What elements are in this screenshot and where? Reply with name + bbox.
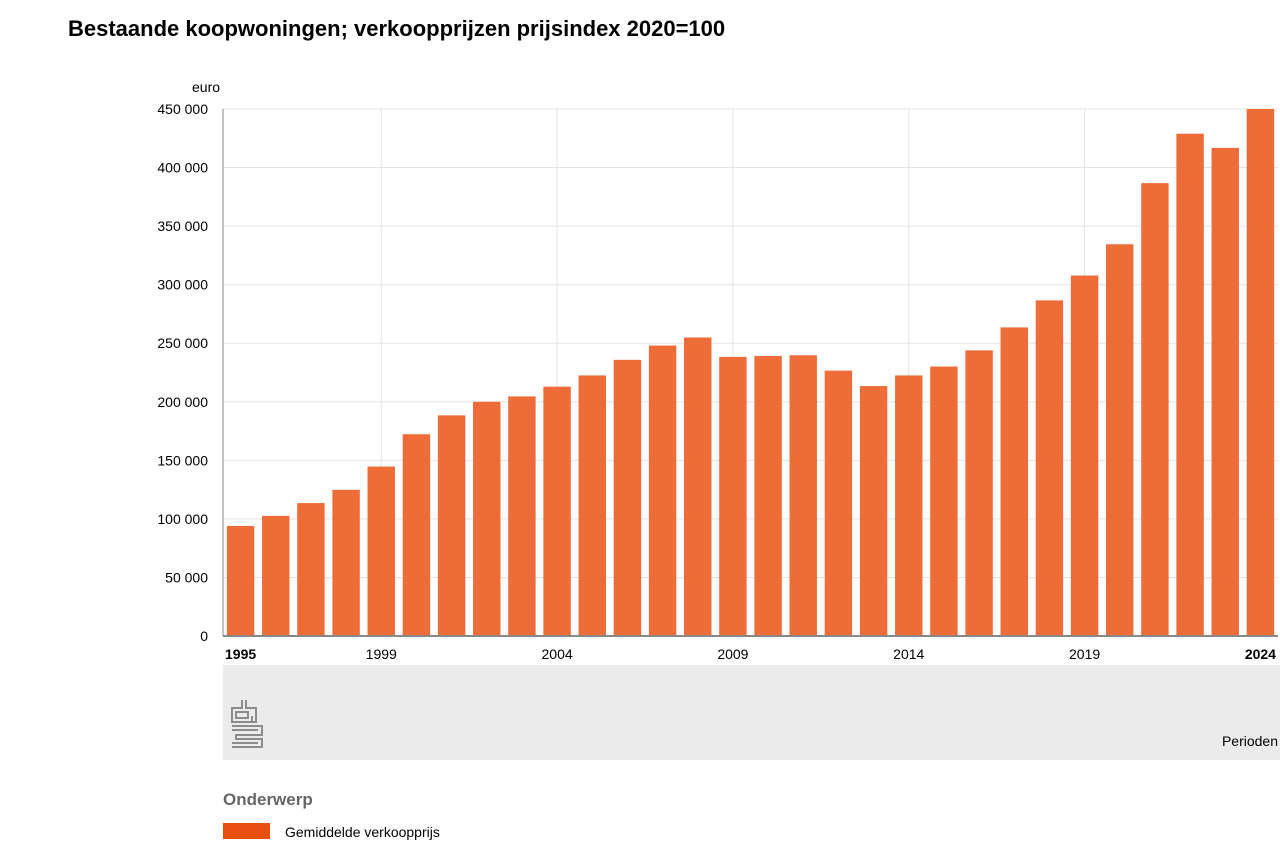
bar-2023 — [1211, 147, 1239, 636]
bar-2007 — [648, 345, 677, 636]
y-tick-label: 200 000 — [157, 394, 208, 410]
x-axis-band — [223, 665, 1280, 760]
chart-bars — [226, 109, 1275, 636]
legend-item[interactable]: Gemiddelde verkoopprijs — [223, 823, 623, 841]
bar-2003 — [508, 396, 536, 636]
bar-2017 — [1000, 327, 1028, 636]
bar-2006 — [613, 359, 642, 636]
bar-2012 — [824, 370, 853, 636]
bar-2021 — [1141, 183, 1169, 636]
legend-heading: Onderwerp — [223, 790, 313, 809]
y-axis-label: euro — [192, 79, 220, 95]
bar-2016 — [965, 350, 993, 636]
bar-2015 — [930, 366, 958, 636]
x-tick-label: 2009 — [717, 646, 748, 662]
bar-2020 — [1106, 244, 1134, 636]
x-tick-label: 2019 — [1069, 646, 1100, 662]
legend-label: Gemiddelde verkoopprijs — [285, 824, 440, 840]
bar-2009 — [719, 356, 747, 636]
bar-2013 — [859, 386, 888, 636]
bar-1996 — [262, 515, 290, 636]
y-tick-label: 350 000 — [157, 218, 208, 234]
x-tick-label: 1999 — [366, 646, 397, 662]
y-tick-label: 100 000 — [157, 511, 208, 527]
bar-2022 — [1176, 133, 1204, 636]
bar-2000 — [402, 434, 431, 636]
bar-2014 — [895, 375, 923, 636]
chart-legend: Onderwerp Gemiddelde verkoopprijs — [223, 790, 440, 840]
chart-axes — [222, 109, 1278, 637]
y-tick-label: 300 000 — [157, 277, 208, 293]
y-tick-label: 150 000 — [157, 452, 208, 468]
x-axis-label: Perioden — [1222, 733, 1278, 749]
bar-2011 — [789, 355, 817, 636]
bar-2010 — [754, 355, 782, 636]
bar-2008 — [684, 337, 712, 636]
bar-2002 — [473, 401, 501, 636]
bar-1999 — [367, 466, 395, 636]
y-tick-label: 400 000 — [157, 160, 208, 176]
x-tick-label: 2004 — [542, 646, 573, 662]
bar-2005 — [578, 375, 606, 636]
cbs-logo-icon — [231, 699, 263, 754]
x-tick-label: 1995 — [225, 646, 256, 662]
x-tick-label: 2014 — [893, 646, 924, 662]
bar-1995 — [226, 525, 255, 636]
bar-2004 — [543, 386, 571, 636]
chart-title: Bestaande koopwoningen; verkoopprijzen p… — [68, 16, 726, 41]
y-tick-label: 450 000 — [157, 101, 208, 117]
bar-2019 — [1070, 275, 1099, 636]
bar-2018 — [1035, 300, 1064, 636]
legend-swatch — [223, 823, 270, 839]
x-tick-label: 2024 — [1245, 646, 1276, 662]
bar-1997 — [297, 503, 325, 636]
bar-1998 — [332, 489, 360, 636]
y-tick-label: 50 000 — [165, 569, 208, 585]
y-tick-label: 250 000 — [157, 335, 208, 351]
chart-labels: 0 50 000 100 000 150 000 200 000 250 000 300 0… — [157, 79, 1278, 749]
bar-2024 — [1246, 109, 1275, 636]
bar-2001 — [437, 415, 466, 636]
y-tick-label: 0 — [200, 628, 208, 644]
